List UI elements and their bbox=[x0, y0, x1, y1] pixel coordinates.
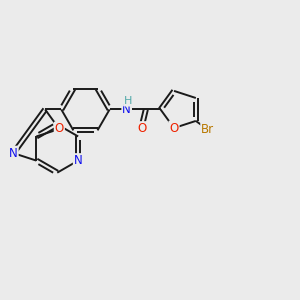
Text: O: O bbox=[169, 122, 178, 134]
Text: O: O bbox=[138, 122, 147, 135]
Text: O: O bbox=[55, 122, 64, 136]
Text: N: N bbox=[74, 154, 82, 167]
Text: H: H bbox=[124, 96, 132, 106]
Text: Br: Br bbox=[201, 123, 214, 136]
Text: N: N bbox=[122, 103, 131, 116]
Text: N: N bbox=[9, 147, 18, 160]
